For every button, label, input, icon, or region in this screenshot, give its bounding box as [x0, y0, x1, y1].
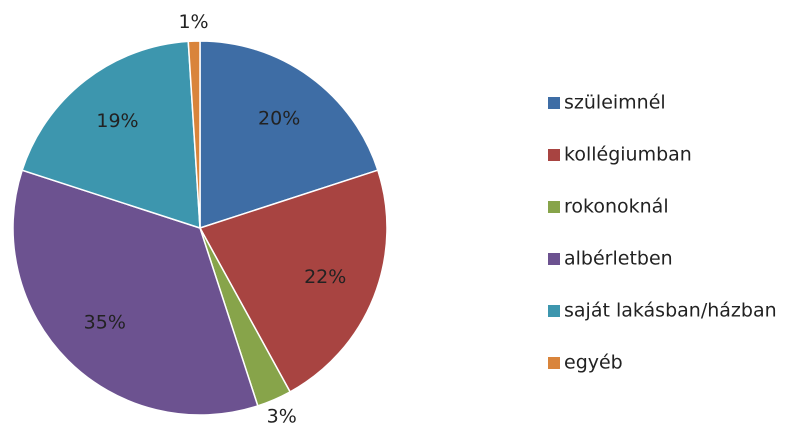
legend-label: rokonoknál — [564, 196, 669, 218]
legend-label: kollégiumban — [564, 144, 692, 166]
legend-swatch — [548, 305, 560, 317]
data-label: 22% — [304, 266, 346, 288]
pie-slice — [187, 40, 201, 229]
legend-label: albérletben — [564, 248, 673, 270]
pie-slice — [12, 169, 259, 416]
legend-swatch — [548, 253, 560, 265]
legend-label: szüleimnél — [564, 92, 666, 114]
legend-label: saját lakásban/házban — [564, 300, 777, 322]
data-label: 19% — [96, 110, 138, 132]
data-label: 1% — [178, 11, 208, 33]
legend-swatch — [548, 149, 560, 161]
data-label: 3% — [267, 405, 297, 427]
pie-slice — [198, 169, 388, 393]
data-label: 35% — [84, 312, 126, 334]
legend-label: egyéb — [564, 352, 623, 374]
legend-swatch — [548, 357, 560, 369]
pie-slice — [199, 40, 379, 230]
legend-swatch — [548, 201, 560, 213]
pie-slice — [21, 40, 201, 230]
data-label: 20% — [258, 108, 300, 130]
legend-swatch — [548, 97, 560, 109]
